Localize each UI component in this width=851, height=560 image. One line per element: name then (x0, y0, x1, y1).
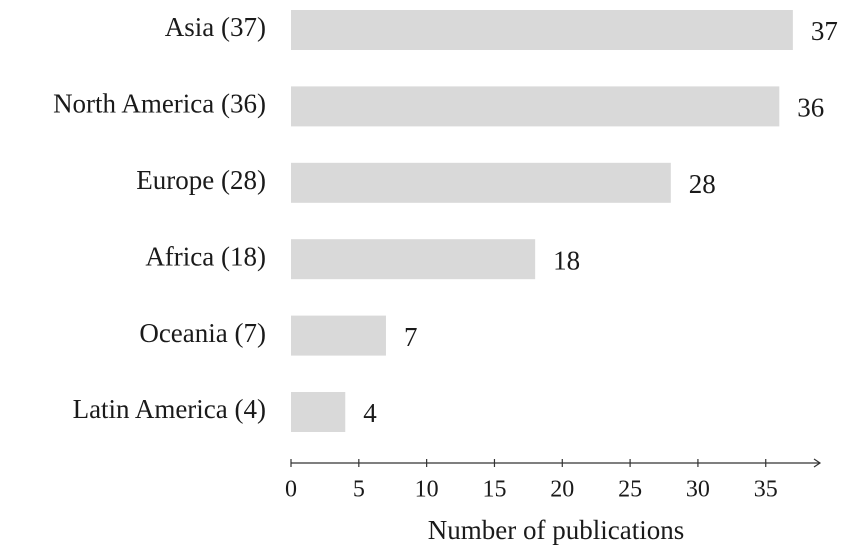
y-tick-label: Latin America (4) (73, 394, 266, 424)
y-tick-label: Asia (37) (165, 12, 266, 42)
bar (291, 239, 536, 280)
y-tick-label: North America (36) (53, 89, 266, 119)
bar (291, 86, 780, 127)
y-tick-label: Africa (18) (145, 241, 266, 271)
bar (291, 10, 793, 50)
y-tick-label: Oceania (7) (139, 318, 266, 348)
value-label: 28 (689, 169, 716, 199)
value-label: 37 (811, 16, 838, 46)
bar (291, 315, 386, 356)
x-tick-label: 25 (618, 477, 642, 503)
x-axis-label: Number of publications (428, 515, 684, 545)
y-tick-label: Europe (28) (136, 165, 266, 195)
x-tick-label: 35 (754, 477, 778, 503)
x-tick-label: 5 (353, 477, 365, 503)
axis-arrow (813, 458, 822, 468)
x-tick-label: 30 (686, 477, 710, 503)
value-label: 7 (404, 322, 418, 352)
value-label: 4 (363, 398, 377, 428)
x-tick-label: 20 (550, 477, 574, 503)
value-label: 18 (553, 245, 580, 275)
bar (291, 162, 671, 203)
bar (291, 392, 346, 432)
x-tick-label: 10 (415, 477, 439, 503)
value-label: 36 (797, 93, 824, 123)
x-tick-label: 0 (285, 477, 297, 503)
x-tick-label: 15 (482, 477, 506, 503)
